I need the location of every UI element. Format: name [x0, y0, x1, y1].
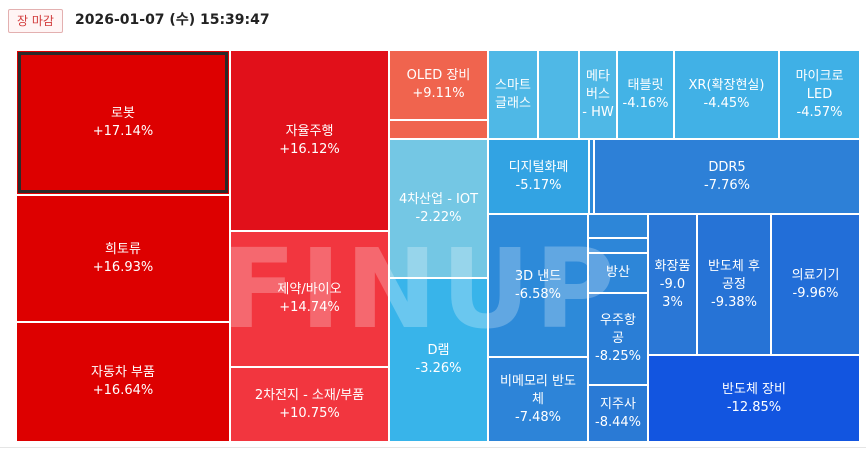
tile-label: 3D 낸드 — [514, 268, 562, 284]
tile-blank[interactable] — [389, 120, 488, 139]
tile-label: 자율주행 — [285, 123, 334, 139]
tile-3d-nand[interactable]: 3D 낸드 -6.58% — [488, 214, 588, 357]
divider — [0, 447, 866, 448]
tile-change: -4.45% — [703, 95, 750, 111]
tile-metaverse[interactable]: 메타 버스 - HW — [579, 50, 617, 139]
tile-change: +16.93% — [92, 259, 154, 275]
tile-defense[interactable]: 방산 — [588, 253, 648, 293]
tile-change: -3.26% — [415, 361, 462, 376]
tile-semi-equip[interactable]: 반도체 장비 -12.85% — [648, 355, 860, 442]
tile-smart-glasses[interactable]: 스마트 글래스 — [488, 50, 538, 139]
tile-label: 디지털화폐 — [508, 159, 569, 175]
tile-label: 태블릿 — [627, 77, 664, 93]
tile-label: OLED 장비 — [406, 68, 471, 83]
timestamp: 2026-01-07 (수) 15:39:47 — [75, 12, 270, 28]
tile-change: -4.57% — [796, 104, 843, 120]
tile-iot[interactable]: 4차산업 - IOT -2.22% — [389, 139, 488, 278]
tile-semi-back[interactable]: 반도체 후 공정 -9.38% — [697, 214, 771, 355]
tile-pharma-bio[interactable]: 제약/바이오 +14.74% — [230, 231, 389, 367]
tile-change: -9.38% — [711, 294, 757, 310]
tile-non-memory[interactable]: 비메모리 반도 체 -7.48% — [488, 357, 588, 442]
tile-change: -4.16% — [622, 95, 669, 111]
tile-blank[interactable] — [538, 50, 579, 139]
tile-change: +10.75% — [279, 405, 340, 421]
tile-label: 화장품 -9.0 3% — [654, 258, 691, 310]
tile-change: -6.58% — [515, 286, 561, 302]
tile-cosmetics[interactable]: 화장품 -9.0 3% — [648, 214, 697, 355]
tile-blank[interactable] — [588, 214, 648, 238]
tile-label: D램 — [427, 343, 450, 358]
tile-label: 제약/바이오 — [277, 282, 342, 297]
tile-change: -8.44% — [595, 414, 641, 430]
tile-rare-earth[interactable]: 희토류 +16.93% — [16, 195, 230, 322]
tile-battery-materials[interactable]: 2차전지 - 소재/부품 +10.75% — [230, 367, 389, 442]
tile-label: 마이크로 LED — [795, 68, 844, 102]
tile-change: +9.11% — [412, 86, 465, 101]
tile-label: 비메모리 반도 체 — [500, 373, 576, 407]
tile-xr[interactable]: XR(확장현실) -4.45% — [674, 50, 779, 139]
tile-label: 자동차 부품 — [91, 365, 155, 380]
tile-change: -7.76% — [704, 177, 750, 193]
tile-tablet[interactable]: 태블릿 -4.16% — [617, 50, 674, 139]
tile-label: 방산 — [606, 265, 630, 280]
tile-label: 우주항 공 — [600, 313, 636, 346]
tile-ddr5[interactable]: DDR5 -7.76% — [594, 139, 860, 214]
tile-change: +16.64% — [92, 383, 154, 398]
tile-micro-led[interactable]: 마이크로 LED -4.57% — [779, 50, 860, 139]
tile-change: -7.48% — [515, 409, 561, 425]
tile-change: +16.12% — [279, 141, 340, 157]
tile-change: -5.17% — [515, 177, 562, 193]
tile-change: -8.25% — [595, 349, 641, 364]
tile-change: -12.85% — [726, 399, 782, 415]
tile-change: +17.14% — [92, 123, 154, 139]
tile-change: -9.96% — [792, 285, 839, 301]
sector-treemap: 로봇 +17.14% 희토류 +16.93% 자동차 부품 +16.64% 자율… — [16, 50, 860, 442]
tile-label: 희토류 — [105, 241, 141, 257]
tile-autonomous[interactable]: 자율주행 +16.12% — [230, 50, 389, 231]
header: 장 마감 2026-01-07 (수) 15:39:47 — [0, 0, 866, 44]
tile-label: 스마트 글래스 — [495, 77, 531, 111]
tile-label: 의료기기 — [791, 267, 840, 283]
tile-change: +14.74% — [279, 300, 340, 315]
tile-blank[interactable] — [589, 139, 594, 214]
tile-label: 2차전지 - 소재/부품 — [254, 387, 365, 403]
tile-label: XR(확장현실) — [688, 77, 765, 93]
tile-change: -2.22% — [415, 209, 462, 225]
tile-robot[interactable]: 로봇 +17.14% — [16, 50, 230, 195]
tile-label: DDR5 — [708, 159, 746, 175]
tile-blank[interactable] — [588, 238, 648, 253]
tile-oled[interactable]: OLED 장비 +9.11% — [389, 50, 488, 120]
tile-digital-currency[interactable]: 디지털화폐 -5.17% — [488, 139, 589, 214]
tile-label: 로봇 — [111, 105, 135, 121]
tile-label: 4차산업 - IOT — [398, 191, 479, 207]
tile-label: 지주사 — [600, 396, 636, 412]
tile-auto-parts[interactable]: 자동차 부품 +16.64% — [16, 322, 230, 442]
status-badge: 장 마감 — [8, 9, 63, 33]
tile-label: 반도체 장비 — [722, 381, 786, 397]
tile-label: 메타 버스 - HW — [582, 68, 614, 120]
tile-dram[interactable]: D램 -3.26% — [389, 278, 488, 442]
tile-holding[interactable]: 지주사 -8.44% — [588, 385, 648, 442]
tile-medical[interactable]: 의료기기 -9.96% — [771, 214, 860, 355]
tile-label: 반도체 후 공정 — [708, 258, 760, 292]
tile-aerospace[interactable]: 우주항 공 -8.25% — [588, 293, 648, 385]
